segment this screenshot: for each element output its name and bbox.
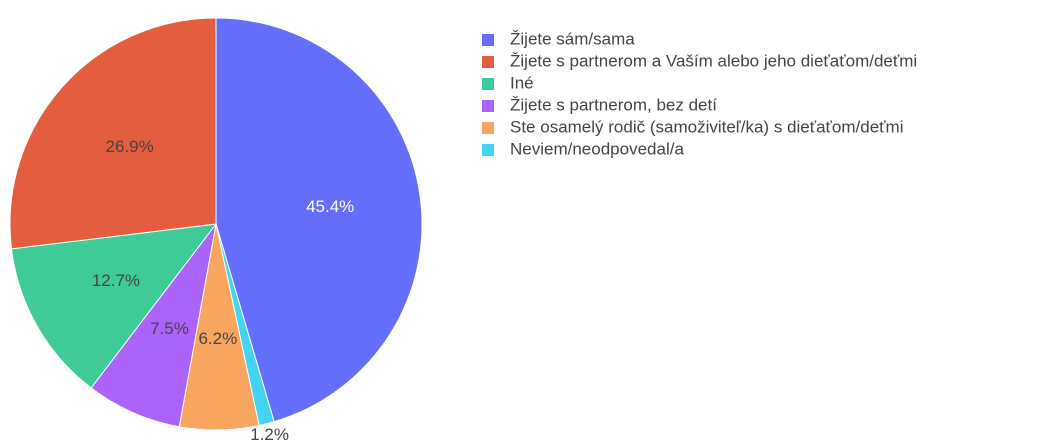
legend-label: Žijete s partnerom a Vaším alebo jeho di… (510, 51, 917, 70)
legend-label: Iné (510, 73, 534, 92)
legend-marker (482, 122, 494, 134)
pie-slice (10, 223, 218, 389)
legend-label: Neviem/neodpovedal/a (510, 139, 684, 158)
pie-slice (215, 17, 423, 423)
legend-marker (482, 78, 494, 90)
legend-label: Ste osamelý rodič (samoživiteľ/ka) s die… (510, 117, 904, 136)
slice-label: 7.5% (150, 319, 189, 338)
legend-label: Žijete s partnerom, bez detí (510, 95, 717, 114)
slice-label: 6.2% (198, 329, 237, 348)
legend-marker (482, 34, 494, 46)
legend-marker (482, 144, 494, 156)
legend-marker (482, 100, 494, 112)
pie-slice (9, 17, 217, 250)
legend-label: Žijete sám/sama (510, 29, 635, 48)
slice-label: 1.2% (250, 425, 289, 442)
slice-label: 12.7% (92, 271, 140, 290)
slice-label: 45.4% (306, 197, 354, 216)
pie-slice (90, 223, 217, 428)
legend-marker (482, 56, 494, 68)
slice-label: 26.9% (106, 137, 154, 156)
